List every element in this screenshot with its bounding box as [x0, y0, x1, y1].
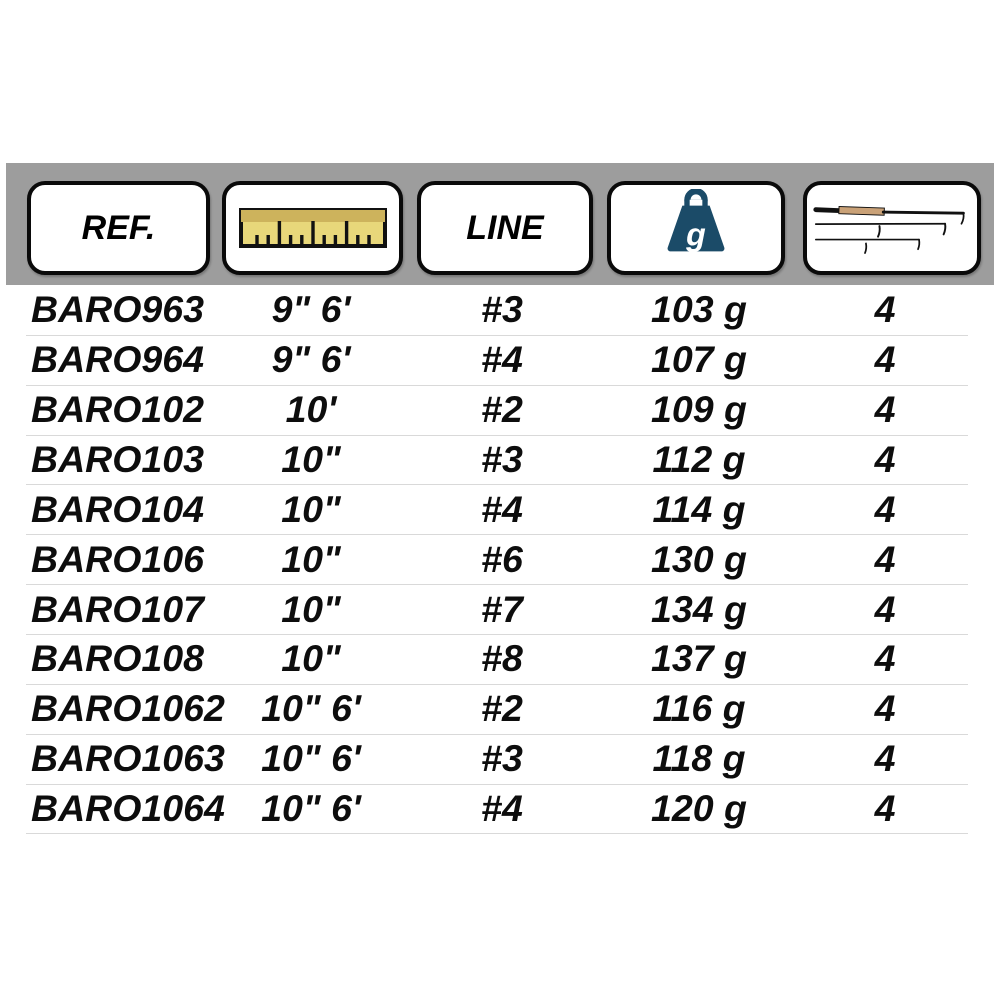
svg-text:g: g	[685, 217, 706, 253]
